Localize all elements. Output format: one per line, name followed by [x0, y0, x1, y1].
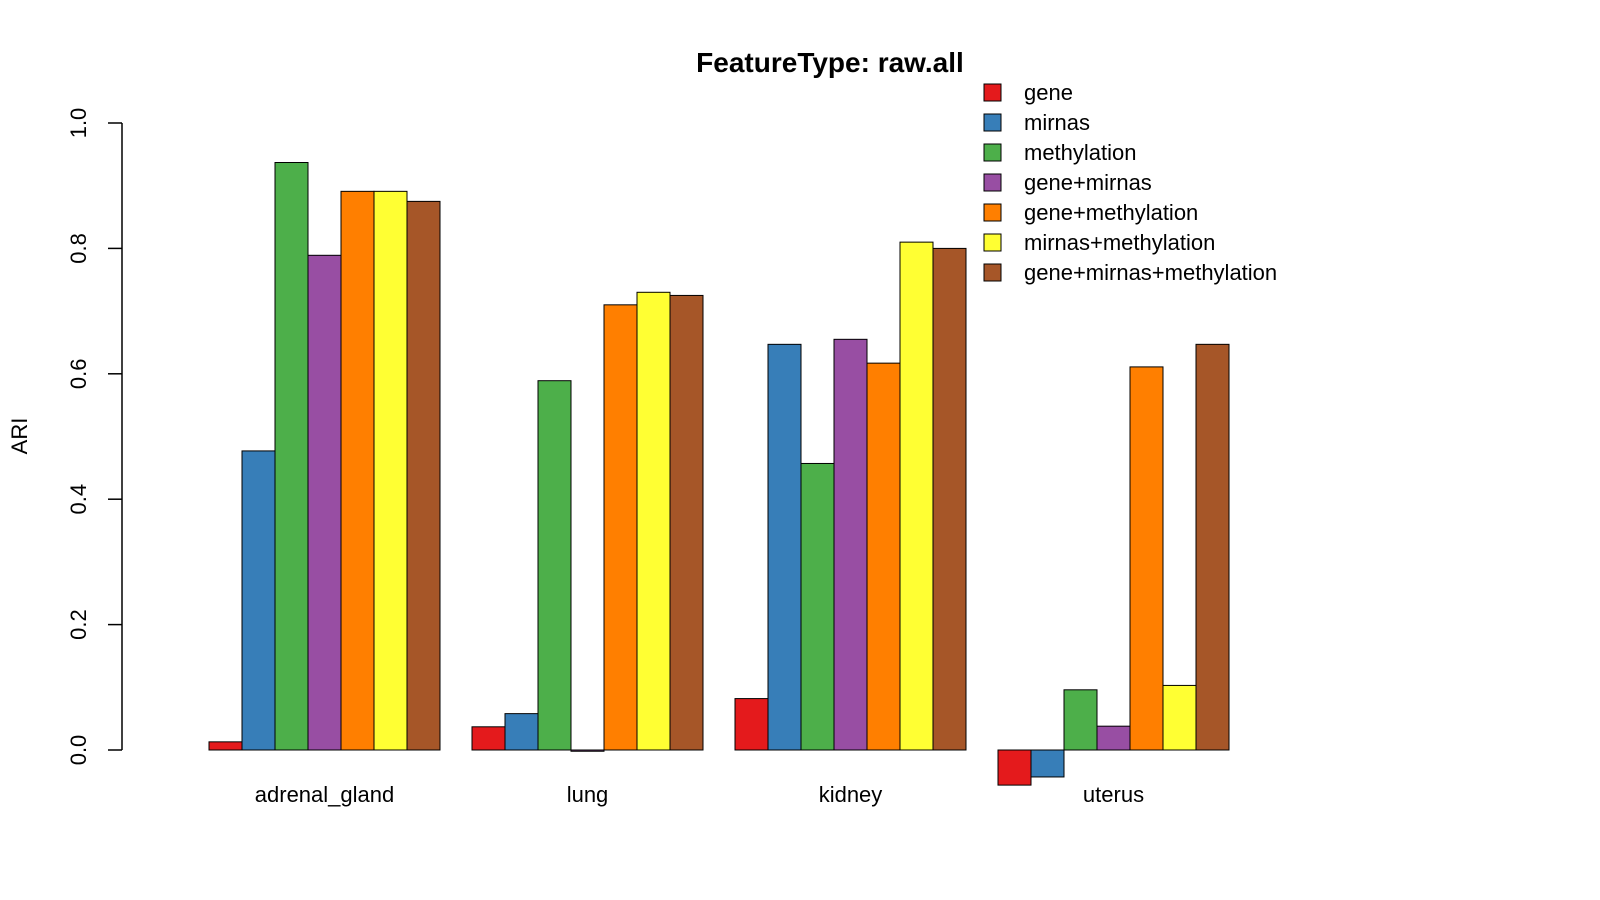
- bar: [1195, 343, 1230, 751]
- legend-swatch: [983, 233, 1002, 252]
- bar: [866, 362, 901, 751]
- bar: [208, 741, 243, 751]
- bar: [340, 190, 375, 751]
- bar: [1129, 366, 1164, 751]
- y-axis: 0.0 0.2 0.4 0.6 0.8 1.0: [66, 108, 123, 766]
- bar: [932, 247, 967, 751]
- legend-label: gene+mirnas: [1024, 170, 1152, 195]
- legend-swatch: [983, 173, 1002, 192]
- y-tick-label: 0.4: [66, 484, 91, 515]
- bar: [406, 200, 441, 751]
- bar: [1096, 725, 1131, 751]
- bar: [307, 254, 342, 751]
- bar: [274, 162, 309, 751]
- legend: gene mirnas methylation gene+mirnas gene+met…: [983, 80, 1277, 285]
- y-tick-label: 1.0: [66, 108, 91, 139]
- bar: [537, 380, 572, 751]
- legend-swatch: [983, 113, 1002, 132]
- bar: [504, 713, 539, 751]
- bar: [734, 698, 769, 751]
- legend-label: mirnas: [1024, 110, 1090, 135]
- legend-label: gene+methylation: [1024, 200, 1198, 225]
- bar: [636, 291, 671, 751]
- y-tick-label: 0.0: [66, 735, 91, 766]
- legend-swatch: [983, 143, 1002, 162]
- bar: [471, 726, 506, 751]
- bar: [373, 190, 408, 751]
- y-tick-label: 0.8: [66, 233, 91, 264]
- category-label: lung: [567, 782, 609, 807]
- bar: [800, 462, 835, 751]
- bar: [1162, 684, 1197, 751]
- legend-label: methylation: [1024, 140, 1137, 165]
- legend-label: mirnas+methylation: [1024, 230, 1215, 255]
- bars-group: [208, 162, 1230, 786]
- category-label: uterus: [1083, 782, 1144, 807]
- legend-swatch: [983, 83, 1002, 102]
- bar: [997, 749, 1032, 786]
- legend-label: gene+mirnas+methylation: [1024, 260, 1277, 285]
- legend-label: gene: [1024, 80, 1073, 105]
- y-tick-label: 0.6: [66, 359, 91, 390]
- bar: [833, 338, 868, 751]
- bar: [241, 450, 276, 751]
- bar: [603, 304, 638, 751]
- bar: [767, 343, 802, 751]
- bar: [669, 294, 704, 751]
- category-label: kidney: [819, 782, 883, 807]
- category-label: adrenal_gland: [255, 782, 394, 807]
- y-tick-label: 0.2: [66, 609, 91, 640]
- legend-swatch: [983, 203, 1002, 222]
- legend-swatch: [983, 263, 1002, 282]
- y-axis-label: ARI: [7, 418, 32, 455]
- bar: [899, 241, 934, 751]
- chart-title: FeatureType: raw.all: [696, 47, 964, 78]
- bar: [570, 749, 605, 752]
- bar: [1063, 689, 1098, 751]
- category-labels: adrenal_gland lung kidney uterus: [255, 782, 1144, 807]
- bar: [1030, 749, 1065, 778]
